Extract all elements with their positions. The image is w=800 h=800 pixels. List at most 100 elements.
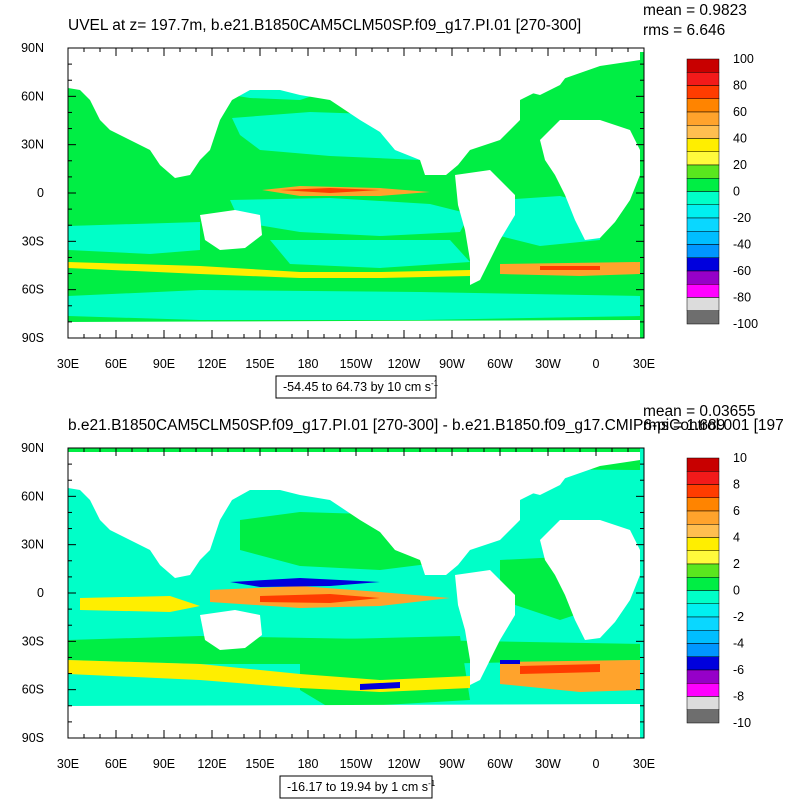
colorbar-label: 100 (733, 52, 754, 66)
acc-anomaly-5 (500, 660, 520, 664)
colorbar-label: -20 (733, 211, 751, 225)
colorbar-swatch (686, 310, 720, 325)
colorbar-swatch (686, 217, 720, 232)
acc-streak (68, 262, 470, 278)
equatorial-negative (230, 578, 380, 587)
x-tick-label: 60E (105, 757, 127, 771)
land-south-america (455, 570, 515, 685)
colorbar-label: 10 (733, 451, 747, 465)
colorbar-swatch (686, 563, 720, 578)
y-tick-label: 30S (22, 234, 44, 248)
colorbar-label: -40 (733, 238, 751, 252)
y-tick-label: 30N (21, 538, 44, 552)
colorbar-swatch (686, 630, 720, 644)
land-antarctica (68, 704, 640, 738)
colorbar-label: 0 (733, 185, 740, 199)
colorbar-swatch (686, 204, 720, 219)
acc-anomaly-3 (520, 664, 600, 674)
equatorial-jet-core (280, 188, 380, 193)
colorbar-label: 6 (733, 504, 740, 518)
x-tick-label: 30E (633, 757, 655, 771)
colorbar-label: 8 (733, 478, 740, 492)
land-eurasia (68, 52, 640, 178)
colorbar-swatch (686, 125, 720, 139)
colorbar-swatch (686, 457, 720, 472)
colorbar-swatch (686, 497, 720, 512)
equatorial-anomaly-core (260, 594, 380, 603)
acc-anomaly-4 (360, 682, 400, 690)
colorbar-swatch (686, 138, 720, 152)
y-tick-label: 90N (21, 441, 44, 455)
x-tick-label: 90E (153, 357, 175, 371)
colorbar-label: 2 (733, 557, 740, 571)
x-tick-label: 60W (487, 757, 513, 771)
y-tick-label: 60S (22, 283, 44, 297)
land-africa (540, 520, 640, 640)
x-tick-label: 180 (298, 757, 319, 771)
panel-1-map (68, 48, 644, 338)
panel-1-mean: mean = 0.9823 (643, 2, 747, 19)
colorbar-swatch (686, 524, 720, 538)
colorbar-swatch (686, 510, 720, 525)
y-tick-label: 90S (22, 731, 44, 745)
colorbar-swatch (686, 151, 720, 166)
colorbar-swatch (686, 656, 720, 671)
panel-2-mean: mean = 0.03655 (643, 403, 755, 420)
colorbar-swatch (686, 72, 720, 86)
land-masses (68, 452, 640, 738)
panel-2-colorbar: 10 8 6 4 2 0 -2 -4 -6 -8 -10 (686, 451, 751, 730)
panel-2-title: b.e21.B1850CAM5CLM50SP.f09_g17.PI.01 [27… (68, 417, 784, 434)
colorbar-swatch (686, 577, 720, 591)
colorbar-swatch (686, 178, 720, 192)
land-australia (200, 210, 262, 250)
colorbar-label: 0 (733, 584, 740, 598)
panel-2-x-ticks: 30E 60E 90E 120E 150E 180 150W 120W 90W 60W 30W 0 30… (57, 448, 655, 771)
x-tick-label: 90W (439, 357, 465, 371)
colorbar-swatch (686, 284, 720, 298)
land-greenland (500, 52, 575, 95)
x-tick-label: 30W (535, 757, 561, 771)
colorbar-swatch (686, 643, 720, 657)
x-tick-label: 120E (197, 757, 226, 771)
panel-1-range-label: -54.45 to 64.73 by 10 cm s-1 (283, 379, 439, 394)
x-tick-label: 0 (593, 757, 600, 771)
x-tick-label: 30W (535, 357, 561, 371)
x-tick-label: 180 (298, 357, 319, 371)
y-tick-label: 60S (22, 683, 44, 697)
acc-streak-3 (540, 266, 600, 270)
panel-2: b.e21.B1850CAM5CLM50SP.f09_g17.PI.01 [27… (21, 403, 784, 799)
x-tick-label: 150W (340, 357, 373, 371)
x-tick-label: 120W (388, 757, 421, 771)
panel-1-title: UVEL at z= 197.7m, b.e21.B1850CAM5CLM50S… (68, 17, 581, 34)
colorbar-swatch (686, 603, 720, 618)
panel-1-range-box (275, 375, 437, 399)
colorbar-label: -4 (733, 637, 744, 651)
colorbar-swatch (686, 709, 720, 724)
y-tick-label: 60N (21, 89, 44, 103)
y-tick-label: 60N (21, 489, 44, 503)
panel-1-colorbar: 100 80 60 40 20 0 -20 -40 -60 -80 -100 (686, 52, 758, 331)
colorbar-swatch (686, 537, 720, 551)
panel-1-rms: rms = 6.646 (643, 22, 725, 39)
colorbar-label: -60 (733, 264, 751, 278)
land-antarctica (68, 320, 640, 338)
colorbar-swatch (686, 231, 720, 245)
colorbar-swatch (686, 98, 720, 113)
x-tick-label: 150E (245, 357, 274, 371)
x-tick-label: 90E (153, 757, 175, 771)
panel-1: UVEL at z= 197.7m, b.e21.B1850CAM5CLM50S… (21, 2, 758, 399)
colorbar-label: -6 (733, 663, 744, 677)
colorbar-swatch (686, 683, 720, 697)
colorbar-label: -10 (733, 716, 751, 730)
indian-anomaly (80, 596, 200, 612)
x-tick-label: 120W (388, 357, 421, 371)
panel-2-map (68, 448, 644, 738)
y-tick-label: 0 (37, 186, 44, 200)
colorbar-swatch (686, 111, 720, 126)
colorbar-swatch (686, 616, 720, 631)
colorbar-label: -100 (733, 317, 758, 331)
y-tick-label: 0 (37, 586, 44, 600)
colorbar-swatch (686, 58, 720, 73)
x-tick-label: 30E (633, 357, 655, 371)
